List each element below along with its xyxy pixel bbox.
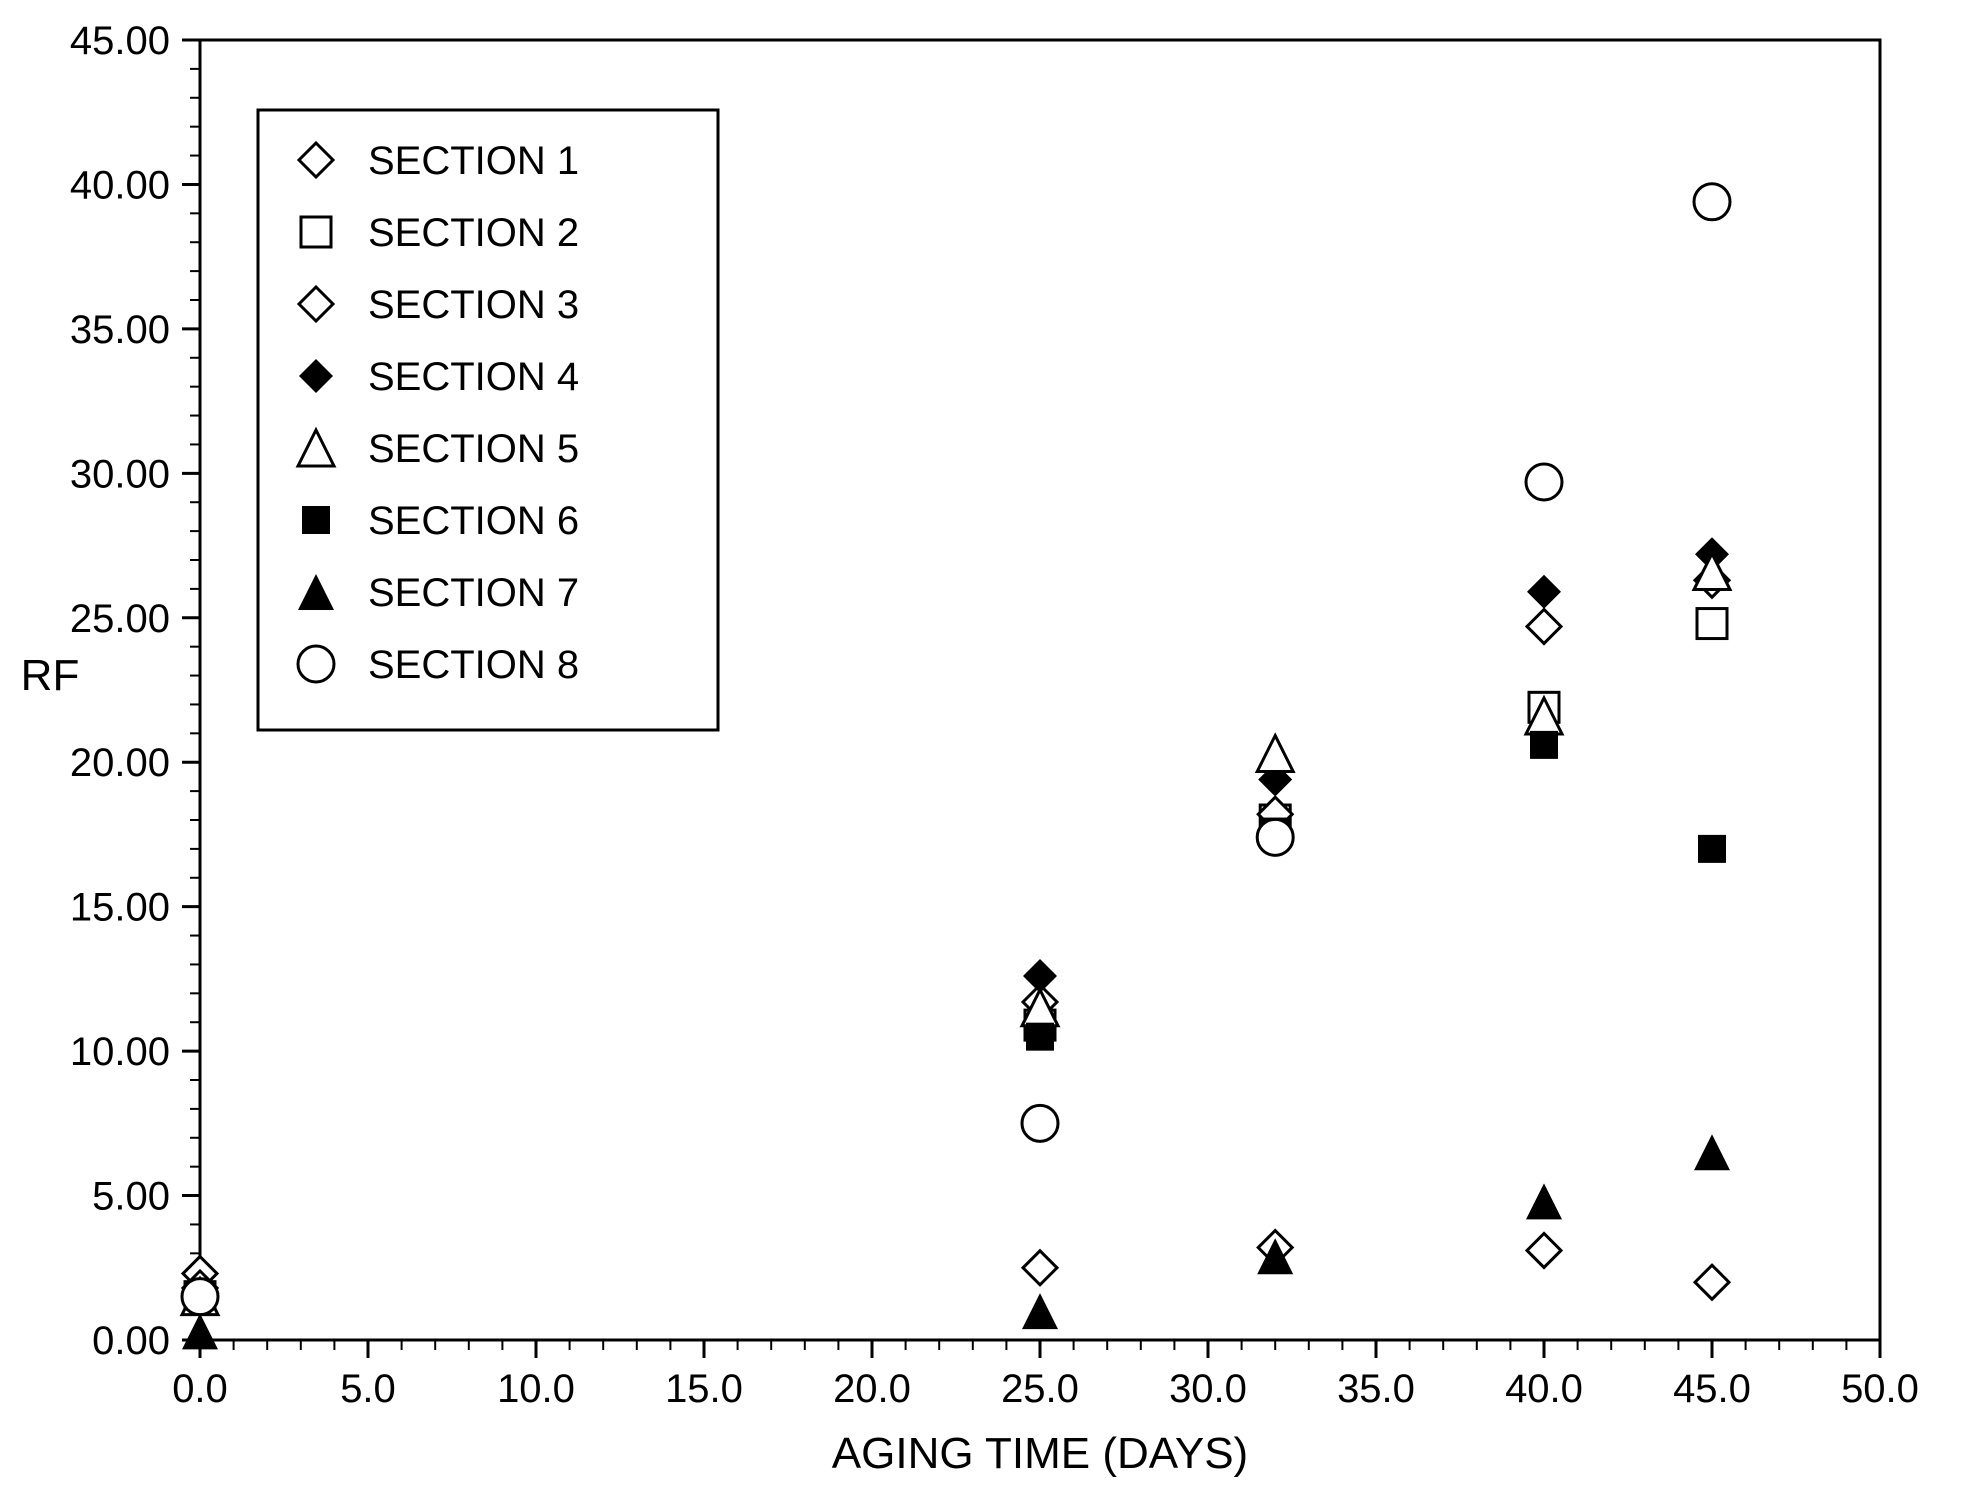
x-tick-label: 5.0 bbox=[340, 1367, 396, 1411]
y-tick-label: 45.00 bbox=[70, 19, 170, 63]
legend-box bbox=[258, 110, 718, 730]
scatter-chart: 0.0 5.0 10.0 15.0 20.0 25.0 30.0 35.0 40.0 45.0 50… bbox=[0, 0, 1964, 1508]
legend-label-s6: SECTION 6 bbox=[368, 499, 579, 543]
y-tick-label: 40.00 bbox=[70, 163, 170, 207]
marker-s2 bbox=[1697, 609, 1727, 639]
y-tick-label: 10.00 bbox=[70, 1030, 170, 1074]
x-tick-label: 35.0 bbox=[1337, 1367, 1415, 1411]
y-tick-label: 25.00 bbox=[70, 597, 170, 641]
marker-s8 bbox=[1526, 464, 1562, 500]
x-tick-label: 0.0 bbox=[172, 1367, 228, 1411]
y-tick-label: 35.00 bbox=[70, 308, 170, 352]
x-tick-label: 25.0 bbox=[1001, 1367, 1079, 1411]
x-tick-label: 15.0 bbox=[665, 1367, 743, 1411]
legend-marker-s6 bbox=[302, 506, 330, 534]
legend-marker-s2 bbox=[301, 217, 331, 247]
x-tick-label: 20.0 bbox=[833, 1367, 911, 1411]
x-tick-label: 10.0 bbox=[497, 1367, 575, 1411]
chart-container: 0.0 5.0 10.0 15.0 20.0 25.0 30.0 35.0 40.0 45.0 50… bbox=[0, 0, 1964, 1508]
marker-s6 bbox=[1698, 835, 1726, 863]
y-tick-label: 15.00 bbox=[70, 886, 170, 930]
y-tick-label: 20.00 bbox=[70, 741, 170, 785]
legend-marker-s8 bbox=[298, 646, 334, 682]
legend-label-s3: SECTION 3 bbox=[368, 283, 579, 327]
marker-s6 bbox=[1530, 731, 1558, 759]
x-axis-title: AGING TIME (DAYS) bbox=[832, 1429, 1248, 1478]
y-axis-title: RF bbox=[21, 651, 80, 700]
legend-label-s5: SECTION 5 bbox=[368, 427, 579, 471]
marker-s8 bbox=[1257, 819, 1293, 855]
marker-s8 bbox=[182, 1279, 218, 1315]
y-tick-label: 0.00 bbox=[92, 1319, 170, 1363]
x-tick-label: 50.0 bbox=[1841, 1367, 1919, 1411]
x-tick-label: 40.0 bbox=[1505, 1367, 1583, 1411]
marker-s8 bbox=[1022, 1105, 1058, 1141]
x-tick-label: 30.0 bbox=[1169, 1367, 1247, 1411]
legend-label-s8: SECTION 8 bbox=[368, 643, 579, 687]
legend-label-s4: SECTION 4 bbox=[368, 355, 579, 399]
marker-s8 bbox=[1694, 184, 1730, 220]
legend: SECTION 1 SECTION 2 SECTION 3 SECTION 4 SECT… bbox=[258, 110, 718, 730]
y-tick-label: 5.00 bbox=[92, 1175, 170, 1219]
legend-label-s1: SECTION 1 bbox=[368, 139, 579, 183]
marker-s6 bbox=[1026, 1023, 1054, 1051]
y-tick-label: 30.00 bbox=[70, 452, 170, 496]
legend-label-s7: SECTION 7 bbox=[368, 571, 579, 615]
legend-label-s2: SECTION 2 bbox=[368, 211, 579, 255]
x-tick-label: 45.0 bbox=[1673, 1367, 1751, 1411]
